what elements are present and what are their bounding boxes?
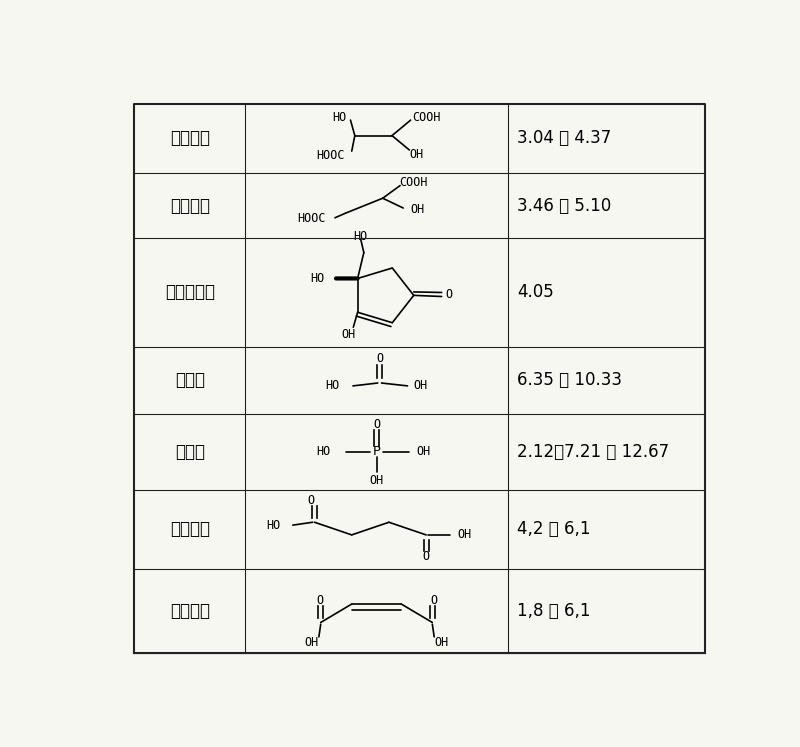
Text: 1,8 和 6,1: 1,8 和 6,1 (517, 602, 590, 620)
Text: OH: OH (342, 328, 355, 341)
Text: O: O (308, 494, 315, 507)
Text: O: O (446, 288, 453, 301)
Text: HO: HO (332, 111, 346, 124)
Text: P: P (373, 445, 381, 458)
Text: COOH: COOH (412, 111, 440, 124)
Text: OH: OH (304, 636, 318, 649)
Text: 3.04 和 4.37: 3.04 和 4.37 (517, 129, 611, 147)
Text: OH: OH (410, 148, 424, 161)
Text: 马来酸盐: 马来酸盐 (170, 602, 210, 620)
Text: 2.12；7.21 和 12.67: 2.12；7.21 和 12.67 (517, 443, 669, 461)
Text: HO: HO (325, 379, 339, 392)
Text: COOH: COOH (399, 176, 428, 188)
Text: OH: OH (410, 203, 425, 216)
Text: HO: HO (354, 230, 368, 243)
Text: OH: OH (370, 474, 384, 487)
Text: O: O (422, 551, 430, 563)
Text: 3.46 和 5.10: 3.46 和 5.10 (517, 196, 611, 214)
Text: 酒石酸盐: 酒石酸盐 (170, 129, 210, 147)
Text: HOOC: HOOC (297, 212, 326, 226)
Text: HOOC: HOOC (316, 149, 344, 162)
Text: O: O (376, 353, 383, 365)
Text: 4.05: 4.05 (517, 283, 554, 302)
Text: 碳酸盐: 碳酸盐 (174, 371, 205, 389)
Text: 6.35 和 10.33: 6.35 和 10.33 (517, 371, 622, 389)
Text: O: O (373, 418, 380, 430)
Text: HO: HO (310, 272, 325, 285)
Text: OH: OH (457, 528, 471, 542)
Text: HO: HO (266, 518, 281, 532)
Text: OH: OH (417, 445, 431, 458)
Text: 抗坏血酸盐: 抗坏血酸盐 (165, 283, 214, 302)
Text: 琥珀酸盐: 琥珀酸盐 (170, 520, 210, 538)
Text: 4,2 和 6,1: 4,2 和 6,1 (517, 520, 590, 538)
Text: OH: OH (434, 636, 449, 649)
Text: OH: OH (414, 379, 428, 392)
Text: O: O (430, 594, 437, 607)
Text: 磷酸盐: 磷酸盐 (174, 443, 205, 461)
Text: 苹果酸盐: 苹果酸盐 (170, 196, 210, 214)
Text: HO: HO (316, 445, 330, 458)
Text: O: O (316, 594, 323, 607)
